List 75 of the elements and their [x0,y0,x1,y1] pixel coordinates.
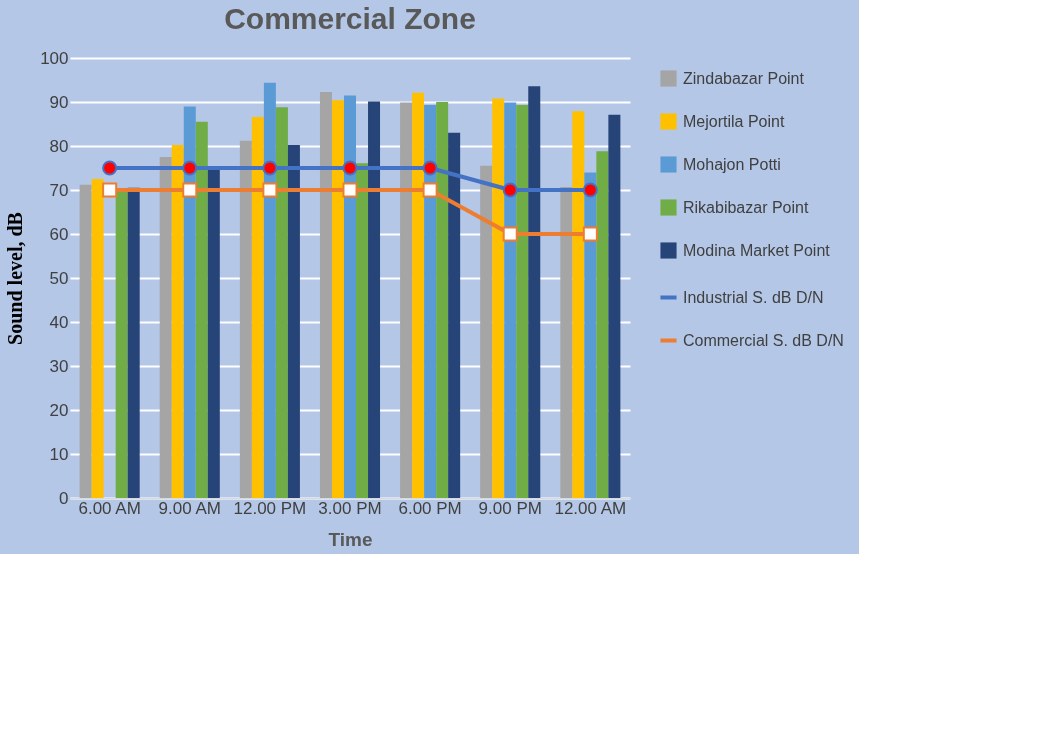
bar [239,140,252,498]
x-tick-label: 12.00 PM [233,498,307,518]
x-tick-label: 9.00 AM [158,498,221,518]
bar [263,82,276,498]
bar [195,121,208,498]
bar [560,186,573,498]
bar [275,107,288,498]
x-tick-label: 3.00 PM [318,498,382,518]
bar [572,111,585,498]
legend-label: Modina Market Point [683,241,831,259]
bar [528,86,541,498]
point [502,182,518,198]
bar [596,151,609,498]
bar [115,190,128,498]
point [422,182,438,198]
point [582,226,598,242]
bar [492,98,505,498]
chart-title: Commercial Zone [224,2,476,35]
bar [400,102,413,498]
x-tick-label: 6.00 AM [78,498,141,518]
legend-label: Rikabibazar Point [683,198,809,216]
point [422,160,438,176]
y-tick-label: 30 [49,356,69,376]
bar [159,157,172,498]
legend-label: Mejortila Point [683,112,785,130]
bar [91,179,104,498]
legend-label: Mohajon Potti [683,155,781,173]
bar [516,105,529,498]
bar [207,168,220,498]
bar [171,145,184,498]
y-tick-label: 70 [49,180,69,200]
bar [584,172,597,498]
point [102,182,118,198]
bar [480,165,493,498]
bar [448,132,461,498]
bar [436,102,449,498]
point [262,182,278,198]
bar [183,106,196,498]
point [342,160,358,176]
y-tick-label: 80 [49,136,69,156]
point [182,160,198,176]
y-tick-label: 0 [59,488,69,508]
y-tick-label: 100 [40,48,69,68]
bar [251,116,264,498]
y-tick-label: 60 [49,224,69,244]
bar [287,145,300,498]
legend-label: Commercial S. dB D/N [683,331,844,349]
bar [343,95,357,498]
y-tick-label: 40 [49,312,69,332]
y-tick-label: 20 [49,400,69,420]
bar [356,163,369,498]
legend-label: Zindabazar Point [683,69,805,87]
x-axis-title: Time [328,528,373,550]
bar [412,92,425,498]
bar [368,101,381,498]
point [582,182,598,198]
y-tick-label: 50 [49,268,69,288]
bar [504,102,517,498]
bar [424,105,437,498]
y-tick-label: 10 [49,444,69,464]
bar [608,114,621,498]
point [182,182,198,198]
y-tick-label: 90 [49,92,69,112]
x-tick-label: 12.00 AM [554,498,627,518]
legend-label: Industrial S. dB D/N [683,288,824,306]
point [102,160,118,176]
point [342,182,358,198]
point [502,226,518,242]
bar [79,184,92,498]
x-tick-label: 9.00 PM [478,498,542,518]
bar [331,100,344,498]
x-tick-label: 6.00 PM [398,498,462,518]
bar [319,91,332,498]
point [262,160,278,176]
y-axis-title: Sound level, dB [4,212,27,345]
